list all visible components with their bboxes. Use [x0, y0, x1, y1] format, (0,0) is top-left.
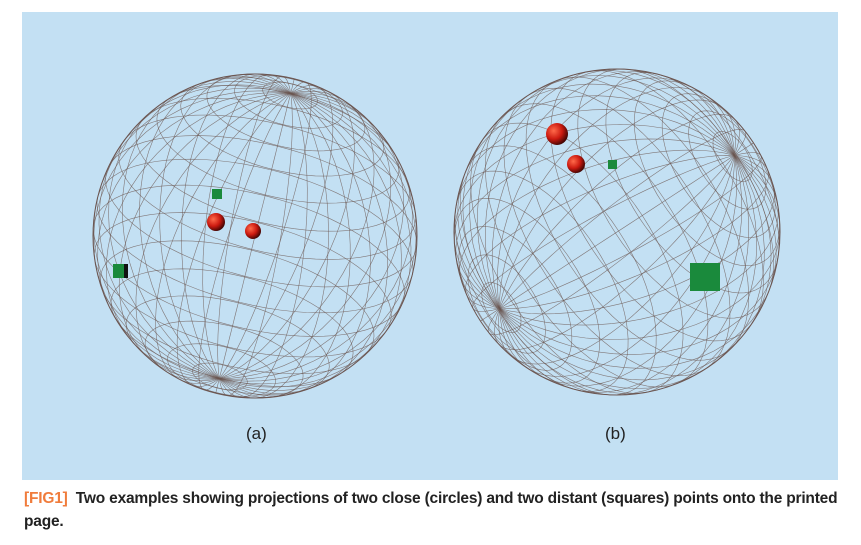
- figure-graphic: [92, 68, 781, 399]
- meridian-line: [454, 109, 780, 355]
- distant-point-square: [113, 264, 127, 278]
- meridian-line: [453, 124, 781, 340]
- meridian-line: [198, 81, 312, 391]
- distant-point-square-side: [124, 264, 128, 278]
- points-b: [546, 123, 720, 291]
- figure-caption: [FIG1] Two examples showing projections …: [24, 487, 854, 533]
- meridian-line: [97, 92, 413, 380]
- sphere-outline: [92, 73, 418, 399]
- meridian-line: [105, 93, 405, 379]
- close-point-circle: [245, 223, 261, 239]
- meridian-line: [455, 138, 779, 326]
- distant-point-square: [212, 189, 222, 199]
- close-point-circle: [546, 123, 568, 145]
- meridian-line: [457, 95, 777, 369]
- close-point-circle: [207, 213, 225, 231]
- meridian-line: [217, 76, 293, 396]
- meridian-line: [462, 83, 772, 381]
- meridian-line: [496, 77, 738, 387]
- distant-point-square: [690, 263, 720, 291]
- sphere-outline: [453, 68, 781, 396]
- meridian-line: [491, 71, 743, 393]
- caption-text: Two examples showing projections of two …: [24, 490, 838, 530]
- points-a: [113, 189, 261, 278]
- meridian-line: [93, 90, 417, 382]
- close-point-circle: [567, 155, 585, 173]
- meridian-line: [480, 142, 754, 322]
- meridian-line: [98, 84, 412, 388]
- meridian-line: [499, 87, 735, 377]
- wireframe-sphere-b: [453, 68, 781, 396]
- distant-point-square: [608, 160, 617, 169]
- figure-panel: [22, 12, 838, 480]
- meridian-line: [215, 78, 295, 394]
- wireframe-sphere-a: [92, 73, 418, 399]
- meridian-line: [121, 78, 389, 394]
- meridian-line: [477, 70, 757, 394]
- panel-label-a: (a): [246, 424, 267, 443]
- caption-tag: [FIG1]: [24, 490, 68, 507]
- panel-label-b: (b): [605, 424, 626, 443]
- meridian-line: [108, 81, 402, 391]
